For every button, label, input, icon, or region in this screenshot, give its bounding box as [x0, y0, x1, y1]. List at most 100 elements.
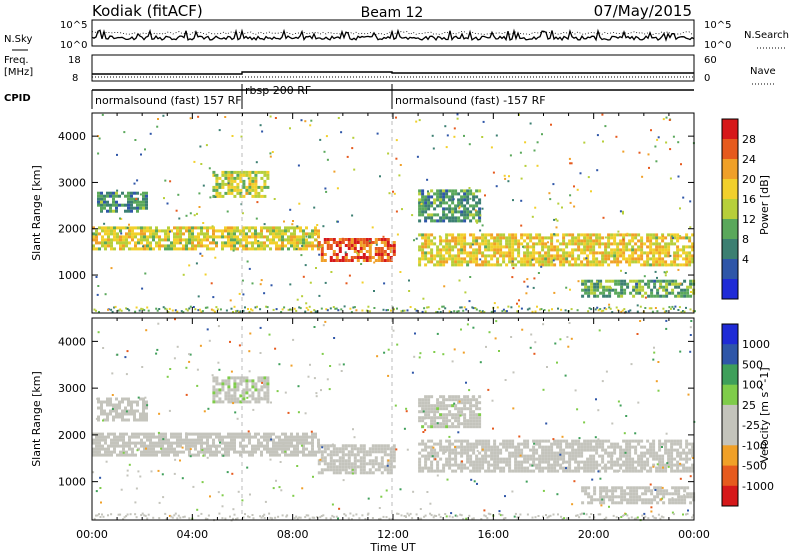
- data-speckle: [504, 495, 506, 497]
- data-cell: [227, 379, 230, 382]
- data-cell: [541, 449, 544, 452]
- data-cell: [457, 407, 460, 410]
- data-cell: [101, 238, 104, 241]
- data-cell: [287, 445, 290, 448]
- data-speckle: [512, 407, 514, 409]
- data-cell: [637, 239, 640, 242]
- data-cell: [616, 461, 619, 464]
- date-title: 07/May/2015: [594, 2, 692, 20]
- data-cell: [604, 467, 607, 470]
- data-cell: [511, 245, 514, 248]
- data-cell: [472, 446, 475, 449]
- data-cell: [469, 251, 472, 254]
- data-speckle: [220, 308, 222, 310]
- data-cell: [439, 425, 442, 428]
- data-cell: [637, 443, 640, 446]
- data-cell: [436, 204, 439, 207]
- data-cell: [218, 382, 221, 385]
- data-cell: [673, 470, 676, 473]
- data-cell: [149, 247, 152, 250]
- data-cell: [206, 445, 209, 448]
- data-cell: [176, 235, 179, 238]
- data-cell: [520, 242, 523, 245]
- data-cell: [263, 244, 266, 247]
- data-cell: [634, 257, 637, 260]
- data-cell: [535, 257, 538, 260]
- data-cell: [245, 391, 248, 394]
- data-cell: [580, 260, 583, 263]
- data-speckle: [193, 161, 195, 163]
- data-cell: [682, 245, 685, 248]
- data-cell: [197, 235, 200, 238]
- data-cell: [590, 289, 593, 292]
- data-speckle: [180, 242, 182, 244]
- data-speckle: [272, 151, 274, 153]
- data-cell: [577, 239, 580, 242]
- data-cell: [673, 257, 676, 260]
- data-speckle: [645, 297, 647, 299]
- data-cell: [424, 257, 427, 260]
- data-cell: [664, 248, 667, 251]
- data-cell: [640, 254, 643, 257]
- data-cell: [260, 186, 263, 189]
- data-cell: [584, 489, 587, 492]
- data-cell: [466, 425, 469, 428]
- data-speckle: [231, 377, 233, 379]
- data-cell: [266, 400, 269, 403]
- data-cell: [260, 388, 263, 391]
- data-speckle: [529, 308, 531, 310]
- data-cell: [454, 413, 457, 416]
- data-cell: [308, 241, 311, 244]
- data-cell: [685, 443, 688, 446]
- data-cell: [260, 171, 263, 174]
- data-cell: [281, 241, 284, 244]
- data-cell: [599, 280, 602, 283]
- data-speckle: [392, 191, 394, 193]
- data-cell: [393, 459, 396, 462]
- data-cell: [227, 177, 230, 180]
- data-cell: [586, 440, 589, 443]
- data-speckle: [224, 116, 226, 118]
- data-speckle: [562, 436, 564, 438]
- data-cell: [345, 462, 348, 465]
- data-cell: [679, 443, 682, 446]
- data-speckle: [535, 311, 537, 313]
- data-cell: [188, 451, 191, 454]
- data-cell: [348, 241, 351, 244]
- data-cell: [98, 439, 101, 442]
- data-speckle: [376, 244, 378, 246]
- data-speckle: [323, 324, 325, 326]
- data-speckle: [97, 453, 99, 455]
- data-cell: [442, 425, 445, 428]
- data-speckle: [605, 237, 607, 239]
- data-cell: [526, 446, 529, 449]
- data-cell: [478, 263, 481, 266]
- data-speckle: [396, 344, 398, 346]
- data-speckle: [373, 307, 375, 309]
- data-cell: [393, 250, 396, 253]
- data-speckle: [401, 514, 403, 516]
- data-speckle: [134, 139, 136, 141]
- data-cell: [227, 238, 230, 241]
- data-cell: [95, 235, 98, 238]
- data-cell: [562, 467, 565, 470]
- data-cell: [104, 442, 107, 445]
- data-cell: [372, 444, 375, 447]
- data-cell: [439, 248, 442, 251]
- data-cell: [113, 436, 116, 439]
- data-cell: [505, 461, 508, 464]
- data-speckle: [579, 437, 581, 439]
- data-cell: [254, 177, 257, 180]
- data-cell: [122, 244, 125, 247]
- data-cell: [556, 452, 559, 455]
- data-cell: [634, 440, 637, 443]
- data-cell: [634, 446, 637, 449]
- data-cell: [106, 204, 109, 207]
- data-speckle: [188, 353, 190, 355]
- data-cell: [620, 486, 623, 489]
- data-cell: [532, 236, 535, 239]
- data-cell: [167, 238, 170, 241]
- data-cell: [113, 247, 116, 250]
- data-speckle: [469, 187, 471, 189]
- data-speckle: [309, 364, 311, 366]
